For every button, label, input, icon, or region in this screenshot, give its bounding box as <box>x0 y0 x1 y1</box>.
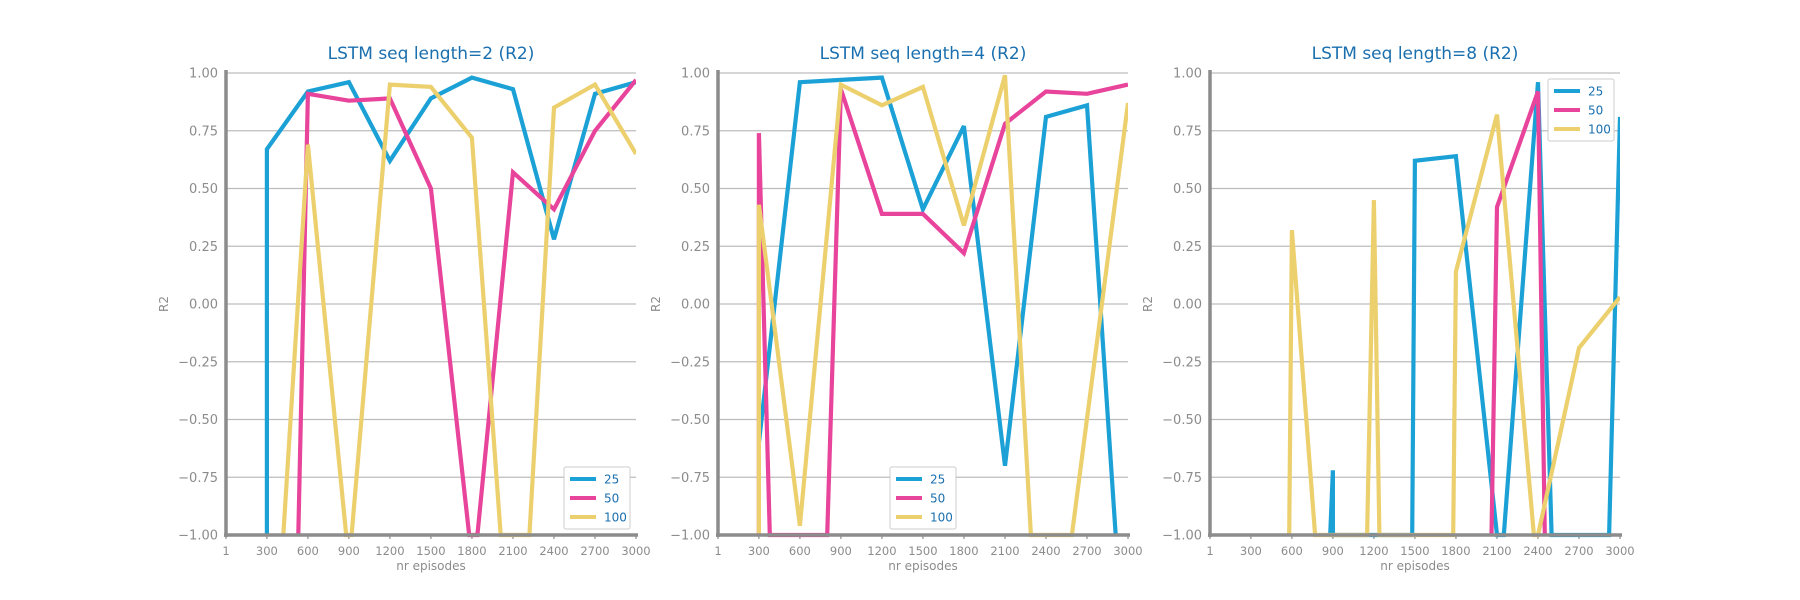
y-tick-label: 0.25 <box>681 240 710 255</box>
y-tick-label: −0.25 <box>178 355 218 370</box>
y-tick-label: −0.50 <box>670 413 710 428</box>
series-line-100 <box>756 74 1128 538</box>
y-tick-label: 0.50 <box>1173 182 1202 197</box>
x-tick-label: 1800 <box>949 544 978 558</box>
x-tick-label: 2700 <box>1072 544 1101 558</box>
y-tick-label: 0.50 <box>189 182 218 197</box>
series-line-25 <box>264 75 636 535</box>
legend: 25 50 100 <box>1547 78 1615 142</box>
x-tick-label: 2400 <box>1031 544 1060 558</box>
y-tick-label: 0.00 <box>681 298 710 313</box>
x-tick-label: 600 <box>789 544 811 558</box>
chart-title: LSTM seq length=8 (R2) <box>1312 44 1519 64</box>
y-tick-label: −1.00 <box>178 529 218 544</box>
x-tick-label: 1500 <box>416 544 445 558</box>
legend-box <box>1547 78 1615 142</box>
chart-panel-2: 1.00 0.75 0.50 0.25 0.00 −0.25 −0.50 −0.75 −1.00… <box>649 44 1143 573</box>
x-tick-label: 300 <box>256 544 278 558</box>
x-tick-label: 2100 <box>498 544 527 558</box>
x-tick-label: 600 <box>1281 544 1303 558</box>
y-tick-label: −0.50 <box>178 413 218 428</box>
legend-label: 25 <box>1588 85 1603 99</box>
legend-label: 100 <box>930 511 953 525</box>
y-tick-label: 0.75 <box>189 124 218 139</box>
y-tick-label: 0.00 <box>1173 298 1202 313</box>
legend: 25 50 100 <box>889 466 957 530</box>
y-tick-label: −0.25 <box>670 355 710 370</box>
x-tick-label: 2400 <box>1523 544 1552 558</box>
chart-panel-1: 1.00 0.75 0.50 0.25 0.00 −0.25 −0.50 −0.75 −1.00… <box>157 44 651 573</box>
y-tick-label: −0.75 <box>1162 471 1202 486</box>
x-tick-label: 1200 <box>1359 544 1388 558</box>
y-tick-label: −0.50 <box>1162 413 1202 428</box>
legend-label: 50 <box>1588 104 1603 118</box>
x-axis-label: nr episodes <box>1380 559 1450 573</box>
chart-title: LSTM seq length=2 (R2) <box>328 44 535 64</box>
legend-label: 50 <box>604 492 619 506</box>
y-tick-label: 1.00 <box>1173 67 1202 82</box>
y-tick-label: −1.00 <box>1162 529 1202 544</box>
y-tick-label: 1.00 <box>189 67 218 82</box>
y-tick-label: 0.25 <box>1173 240 1202 255</box>
chart-panel-3: 1.00 0.75 0.50 0.25 0.00 −0.25 −0.50 −0.75 −1.00… <box>1141 44 1635 573</box>
y-tick-label: 0.75 <box>681 124 710 139</box>
x-tick-label: 2700 <box>1564 544 1593 558</box>
y-axis-label: R2 <box>649 296 663 312</box>
x-tick-label: 2100 <box>990 544 1019 558</box>
y-tick-label: 1.00 <box>681 67 710 82</box>
y-axis-label: R2 <box>157 296 171 312</box>
x-tick-label: 1500 <box>908 544 937 558</box>
y-tick-label: 0.25 <box>189 240 218 255</box>
x-tick-label: 1 <box>1206 544 1213 558</box>
x-tick-label: 1800 <box>457 544 486 558</box>
legend-label: 100 <box>604 511 627 525</box>
y-tick-label: 0.00 <box>189 298 218 313</box>
y-tick-label: −0.75 <box>670 471 710 486</box>
y-tick-label: −0.25 <box>1162 355 1202 370</box>
x-tick-label: 900 <box>830 544 852 558</box>
x-tick-label: 3000 <box>1605 544 1634 558</box>
x-tick-label: 2400 <box>539 544 568 558</box>
legend-label: 50 <box>930 492 945 506</box>
chart-title: LSTM seq length=4 (R2) <box>820 44 1027 64</box>
legend-box <box>889 466 957 530</box>
x-tick-label: 2100 <box>1482 544 1511 558</box>
legend-label: 100 <box>1588 123 1611 137</box>
series-line-50 <box>1489 90 1547 536</box>
x-tick-label: 1800 <box>1441 544 1470 558</box>
series-line-100 <box>281 81 636 538</box>
x-tick-label: 3000 <box>1113 544 1142 558</box>
series-line-100 <box>1287 114 1620 538</box>
y-tick-label: 0.50 <box>681 182 710 197</box>
x-tick-label: 3000 <box>621 544 650 558</box>
x-tick-label: 300 <box>748 544 770 558</box>
y-axis-label: R2 <box>1141 296 1155 312</box>
legend-label: 25 <box>604 473 619 487</box>
x-tick-label: 1500 <box>1400 544 1429 558</box>
legend-label: 25 <box>930 473 945 487</box>
y-tick-label: −0.75 <box>178 471 218 486</box>
x-tick-label: 900 <box>338 544 360 558</box>
legend-box <box>563 466 631 530</box>
x-tick-label: 1200 <box>375 544 404 558</box>
x-tick-label: 1 <box>222 544 229 558</box>
x-tick-label: 1 <box>714 544 721 558</box>
series-line-25 <box>756 75 1118 536</box>
x-tick-label: 900 <box>1322 544 1344 558</box>
x-axis-label: nr episodes <box>888 559 958 573</box>
y-tick-label: 0.75 <box>1173 124 1202 139</box>
x-tick-label: 1200 <box>867 544 896 558</box>
x-tick-label: 300 <box>1240 544 1262 558</box>
series-line-50 <box>756 82 1128 538</box>
legend: 25 50 100 <box>563 466 631 530</box>
x-tick-label: 2700 <box>580 544 609 558</box>
x-axis-label: nr episodes <box>396 559 466 573</box>
x-tick-label: 600 <box>297 544 319 558</box>
y-tick-label: −1.00 <box>670 529 710 544</box>
